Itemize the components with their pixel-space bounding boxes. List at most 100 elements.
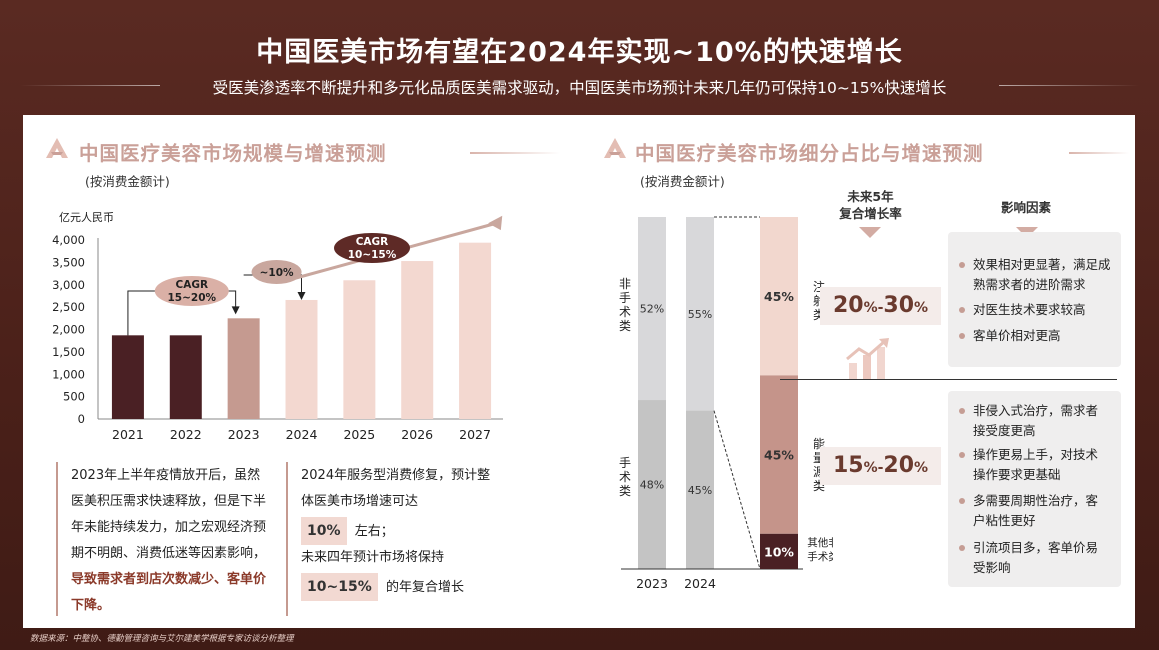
cagr-15-20-label-2: 15~20% xyxy=(168,292,217,304)
label-non-surgical: 非 xyxy=(619,277,631,291)
left-title-deco xyxy=(470,152,560,154)
x-tick-label: 2023 xyxy=(636,576,668,591)
right-title-deco xyxy=(1069,152,1129,154)
left-divider-1 xyxy=(56,462,58,616)
label-non-surgical: 手 xyxy=(619,291,631,305)
rate-header-arrow xyxy=(859,227,881,238)
factor-injection-3: 客单价相对更高 xyxy=(959,326,1117,346)
bar-2023-non-surgical xyxy=(638,217,666,401)
text-2023-body: 2023年上半年疫情放开后，虽然医美积压需求快速释放，但是下半年未能持续发力，加… xyxy=(71,468,267,561)
y-tick-label: 4,000 xyxy=(52,233,85,247)
label-non-surgical: 术 xyxy=(619,305,631,319)
factor-box-injection xyxy=(948,232,1121,367)
factor-energy-2-text: 操作更易上手，对技术操作要求更基础 xyxy=(973,447,1099,482)
text-2023-explanation: 2023年上半年疫情放开后，虽然医美积压需求快速释放，但是下半年未能持续发力，加… xyxy=(71,463,267,619)
title-deco-left xyxy=(20,85,160,86)
rate-energy-pct: % xyxy=(914,460,929,476)
y-axis-label: 亿元人民币 xyxy=(59,211,114,224)
text-2024-outlook: 2024年服务型消费修复，预计整体医美市场增速可达 10% 左右； 未来四年预计… xyxy=(301,463,497,601)
label-2023-non-surgical: 52% xyxy=(640,303,664,316)
factor-energy-4: 引流项目多，客单价易受影响 xyxy=(959,538,1109,578)
title-deco-right xyxy=(999,85,1139,86)
cagr-10-15-bubble xyxy=(334,233,410,263)
label-2024-surgical: 45% xyxy=(688,484,712,497)
rate-column-header: 未来5年 复合增长率 xyxy=(839,189,902,221)
rate-injection-high: 30 xyxy=(883,293,915,318)
x-tick-label: 2021 xyxy=(112,427,144,442)
outlook-after-1: 左右； xyxy=(354,524,394,539)
factor-injection-1: 效果相对更显著，满足成熟需求者的进阶需求 xyxy=(959,255,1117,295)
y-tick-label: 0 xyxy=(78,412,85,426)
bar-2025 xyxy=(343,280,376,419)
x-tick-label: 2023 xyxy=(228,427,260,442)
market-size-chart: 亿元人民币 0 500 1,000 1,500 2,000 2,500 3,000 3,500 4… xyxy=(52,211,503,442)
bar-2024-non-surgical xyxy=(686,217,714,411)
rate-injection-sep: %- xyxy=(863,300,884,316)
rate-injection-pct: % xyxy=(914,300,929,316)
right-section-sub: (按消费金额计) xyxy=(640,174,725,189)
x-tick-label: 2022 xyxy=(170,427,202,442)
x-tick-label: 2025 xyxy=(343,427,375,442)
breakdown-label-其他非手术类: 10% xyxy=(764,544,794,559)
cagr-15-20-bubble xyxy=(154,276,229,306)
connector-bottom xyxy=(713,410,761,570)
breakdown-能量源类 xyxy=(760,375,798,534)
x-tick-label: 2024 xyxy=(286,427,318,442)
left-section-title: 中国医疗美容市场规模与增速预测 xyxy=(79,142,387,165)
y-tick-label: 2,500 xyxy=(52,300,85,314)
growth-10-label: ~10% xyxy=(260,267,294,279)
left-divider-2 xyxy=(286,462,288,616)
factor-injection-2-text: 对医生技术要求较高 xyxy=(973,302,1086,317)
brand-a-icon xyxy=(46,138,68,158)
y-tick-label: 1,000 xyxy=(52,367,85,381)
x-tick-label: 2024 xyxy=(684,576,716,591)
rate-energy-sep: %- xyxy=(863,460,884,476)
cagr-2021-2023-arrowhead xyxy=(231,306,240,315)
rate-energy-low: 15 xyxy=(832,453,864,478)
rate-injection-low: 20 xyxy=(832,293,864,318)
label-2024-non-surgical: 55% xyxy=(688,308,712,321)
text-2023-emphasis: 导致需求者到店次数减少、客单价下降。 xyxy=(71,572,267,613)
factor-energy-3-text: 多需要周期性治疗，客户粘性更好 xyxy=(973,493,1099,528)
factor-box-energy xyxy=(948,391,1121,587)
rate-energy: 15%-20% xyxy=(820,447,941,485)
bar-2023 xyxy=(227,318,260,419)
outlook-line-2: 未来四年预计市场将保持 xyxy=(301,550,445,565)
outlook-line-1: 2024年服务型消费修复，预计整体医美市场增速可达 xyxy=(301,468,491,509)
bar-2023-surgical xyxy=(638,400,666,569)
label-surgical: 类 xyxy=(619,484,631,498)
factor-injection-2: 对医生技术要求较高 xyxy=(959,300,1117,320)
factor-energy-2: 操作更易上手，对技术操作要求更基础 xyxy=(959,445,1109,485)
badge-10-15pct: 10~15% xyxy=(301,573,378,601)
outlook-after-2: 的年复合增长 xyxy=(386,580,465,595)
factor-energy-3: 多需要周期性治疗，客户粘性更好 xyxy=(959,491,1109,531)
brand-a-icon-right xyxy=(604,138,626,158)
factor-energy-1-text: 非侵入式治疗，需求者接受度更高 xyxy=(973,403,1099,438)
label-non-surgical: 类 xyxy=(619,319,631,333)
bar-2024-surgical xyxy=(686,410,714,569)
cagr-15-20-label-1: CAGR xyxy=(176,279,209,291)
x-tick-label: 2026 xyxy=(401,427,433,442)
page-subtitle: 受医美渗透率不断提升和多元化品质医美需求驱动，中国医美市场预计未来几年仍可保持1… xyxy=(212,79,947,97)
y-tick-label: 2,000 xyxy=(52,323,85,337)
factor-energy-4-text: 引流项目多，客单价易受影响 xyxy=(973,540,1099,575)
factor-injection-3-text: 客单价相对更高 xyxy=(973,328,1061,343)
growth-2023-2024-arrowhead xyxy=(297,291,306,300)
segment-separator xyxy=(780,379,1117,380)
growth-chart-icon xyxy=(846,338,889,379)
factor-energy-1: 非侵入式治疗，需求者接受度更高 xyxy=(959,401,1109,441)
content-panel: 中国医疗美容市场规模与增速预测 (按消费金额计) 亿元人民币 0 500 1,000 1… xyxy=(23,115,1135,628)
label-surgical: 手 xyxy=(619,456,631,470)
cagr-10-15-label-1: CAGR xyxy=(356,236,389,248)
bar-2024 xyxy=(285,299,318,419)
breakdown-其他非手术类 xyxy=(760,533,798,569)
factor-injection-1-text: 效果相对更显著，满足成熟需求者的进阶需求 xyxy=(973,257,1111,292)
badge-10pct: 10% xyxy=(301,517,347,545)
y-tick-label: 3,500 xyxy=(52,255,85,269)
breakdown-注射类 xyxy=(760,217,798,376)
right-section-title: 中国医疗美容市场细分占比与增速预测 xyxy=(635,142,984,165)
factor-column-header: 影响因素 xyxy=(1001,200,1052,215)
bar-2027 xyxy=(459,242,492,419)
label-other-1: 其他非 xyxy=(807,536,833,549)
x-tick-label: 2027 xyxy=(459,427,491,442)
